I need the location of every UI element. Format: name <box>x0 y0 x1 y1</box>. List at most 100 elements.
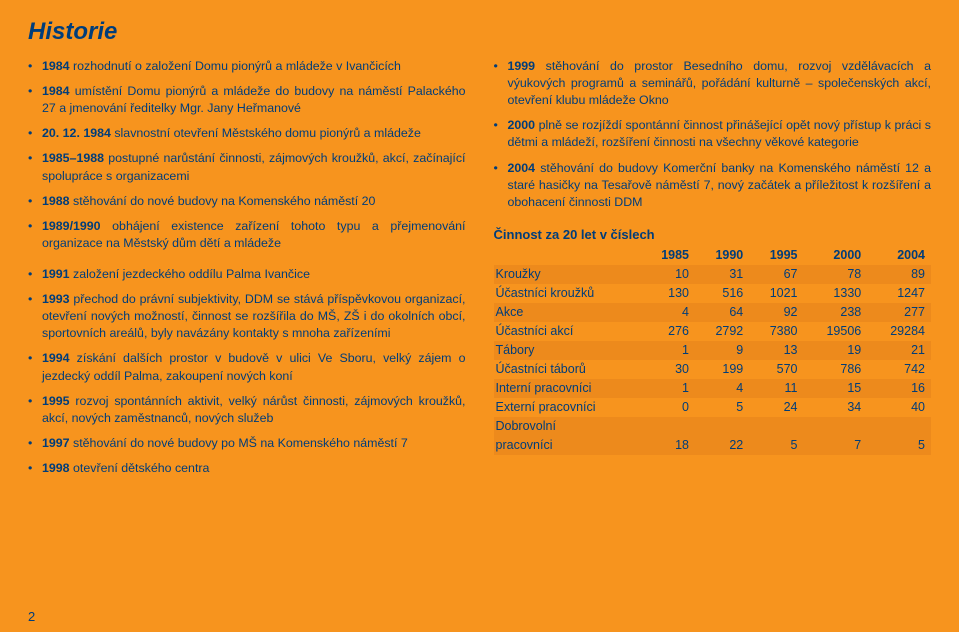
bullet-item: 1984 rozhodnutí o založení Domu pionýrů … <box>28 58 466 75</box>
table-cell: 277 <box>867 303 931 322</box>
table-cell: 31 <box>695 265 749 284</box>
table-cell: 7380 <box>749 322 803 341</box>
table-cell: 238 <box>804 303 868 322</box>
table-cell: 30 <box>641 360 695 379</box>
bullet-text: plně se rozjíždí spontánní činnost přiná… <box>508 118 932 149</box>
table-cell: Dobrovolní <box>494 417 641 436</box>
table-cell: 5 <box>695 398 749 417</box>
table-title: Činnost za 20 let v číslech <box>494 227 932 242</box>
left-column: 1984 rozhodnutí o založení Domu pionýrů … <box>28 58 466 485</box>
bullet-item: 1999 stěhování do prostor Besedního domu… <box>494 58 932 109</box>
page-number: 2 <box>28 609 35 624</box>
bullet-text: slavnostní otevření Městského domu pioný… <box>111 126 421 140</box>
table-cell: 276 <box>641 322 695 341</box>
bullet-item: 1994 získání dalších prostor v budově v … <box>28 350 466 384</box>
table-cell: 10 <box>641 265 695 284</box>
table-cell: 24 <box>749 398 803 417</box>
table-header-cell: 1995 <box>749 246 803 265</box>
bullet-text: obhájení existence zařízení tohoto typu … <box>42 219 466 250</box>
bullet-year: 1997 <box>42 436 70 450</box>
bullet-text: založení jezdeckého oddílu Palma Ivančic… <box>70 267 310 281</box>
table-cell: 4 <box>641 303 695 322</box>
table-row: Kroužky1031677889 <box>494 265 932 284</box>
table-cell: 199 <box>695 360 749 379</box>
left-top-list: 1984 rozhodnutí o založení Domu pionýrů … <box>28 58 466 252</box>
table-cell: 64 <box>695 303 749 322</box>
bullet-item: 1998 otevření dětského centra <box>28 460 466 477</box>
table-cell: 22 <box>695 436 749 455</box>
table-cell: 742 <box>867 360 931 379</box>
table-header-cell: 1990 <box>695 246 749 265</box>
table-cell: 130 <box>641 284 695 303</box>
bullet-year: 1984 <box>42 84 70 98</box>
table-cell: 78 <box>804 265 868 284</box>
table-cell: 34 <box>804 398 868 417</box>
bullet-year: 1995 <box>42 394 70 408</box>
table-cell: 0 <box>641 398 695 417</box>
table-cell: 19506 <box>804 322 868 341</box>
bullet-text: přechod do právní subjektivity, DDM se s… <box>42 292 466 340</box>
table-cell: 570 <box>749 360 803 379</box>
table-cell: 13 <box>749 341 803 360</box>
bullet-item: 1985–1988 postupné narůstání činnosti, z… <box>28 150 466 184</box>
right-column: 1999 stěhování do prostor Besedního domu… <box>494 58 932 485</box>
bullet-text: umístění Domu pionýrů a mládeže do budov… <box>42 84 466 115</box>
table-cell: pracovníci <box>494 436 641 455</box>
bullet-item: 2000 plně se rozjíždí spontánní činnost … <box>494 117 932 151</box>
table-cell: 1247 <box>867 284 931 303</box>
table-header-cell: 2004 <box>867 246 931 265</box>
bullet-item: 1984 umístění Domu pionýrů a mládeže do … <box>28 83 466 117</box>
table-row: pracovníci1822575 <box>494 436 932 455</box>
table-cell: 1330 <box>804 284 868 303</box>
table-cell: 7 <box>804 436 868 455</box>
table-cell: 29284 <box>867 322 931 341</box>
table-cell: 16 <box>867 379 931 398</box>
bullet-year: 1988 <box>42 194 70 208</box>
table-cell: 40 <box>867 398 931 417</box>
table-cell <box>641 417 695 436</box>
bullet-year: 1993 <box>42 292 70 306</box>
bullet-text: rozvoj spontánních aktivit, velký nárůst… <box>42 394 466 425</box>
bullet-item: 1988 stěhování do nové budovy na Komensk… <box>28 193 466 210</box>
table-cell: 9 <box>695 341 749 360</box>
table-cell: 4 <box>695 379 749 398</box>
left-bottom-list: 1991 založení jezdeckého oddílu Palma Iv… <box>28 266 466 477</box>
bullet-year: 20. 12. 1984 <box>42 126 111 140</box>
table-cell: 11 <box>749 379 803 398</box>
table-cell: Účastníci kroužků <box>494 284 641 303</box>
table-header-cell <box>494 246 641 265</box>
table-cell: 786 <box>804 360 868 379</box>
bullet-year: 1984 <box>42 59 70 73</box>
table-cell: 5 <box>867 436 931 455</box>
bullet-item: 2004 stěhování do budovy Komerční banky … <box>494 160 932 211</box>
table-row: Tábory19131921 <box>494 341 932 360</box>
table-cell: Tábory <box>494 341 641 360</box>
table-cell: Účastníci akcí <box>494 322 641 341</box>
table-cell: Kroužky <box>494 265 641 284</box>
bullet-text: stěhování do nové budovy na Komenského n… <box>70 194 376 208</box>
content-columns: 1984 rozhodnutí o založení Domu pionýrů … <box>28 58 931 485</box>
table-cell: 1 <box>641 379 695 398</box>
table-header-cell: 1985 <box>641 246 695 265</box>
table-cell <box>867 417 931 436</box>
table-row: Účastníci akcí276279273801950629284 <box>494 322 932 341</box>
bullet-item: 1989/1990 obhájení existence zařízení to… <box>28 218 466 252</box>
bullet-item: 1991 založení jezdeckého oddílu Palma Iv… <box>28 266 466 283</box>
table-cell <box>804 417 868 436</box>
bullet-year: 2004 <box>508 161 536 175</box>
bullet-item: 1993 přechod do právní subjektivity, DDM… <box>28 291 466 342</box>
table-row: Externí pracovníci05243440 <box>494 398 932 417</box>
table-cell: 15 <box>804 379 868 398</box>
table-cell: 92 <box>749 303 803 322</box>
table-cell: Interní pracovníci <box>494 379 641 398</box>
bullet-year: 1991 <box>42 267 70 281</box>
right-top-list: 1999 stěhování do prostor Besedního domu… <box>494 58 932 211</box>
bullet-item: 1995 rozvoj spontánních aktivit, velký n… <box>28 393 466 427</box>
table-cell <box>695 417 749 436</box>
table-cell: 5 <box>749 436 803 455</box>
table-cell: 67 <box>749 265 803 284</box>
table-cell <box>749 417 803 436</box>
bullet-year: 1999 <box>508 59 536 73</box>
bullet-text: postupné narůstání činnosti, zájmových k… <box>42 151 466 182</box>
table-cell: Akce <box>494 303 641 322</box>
